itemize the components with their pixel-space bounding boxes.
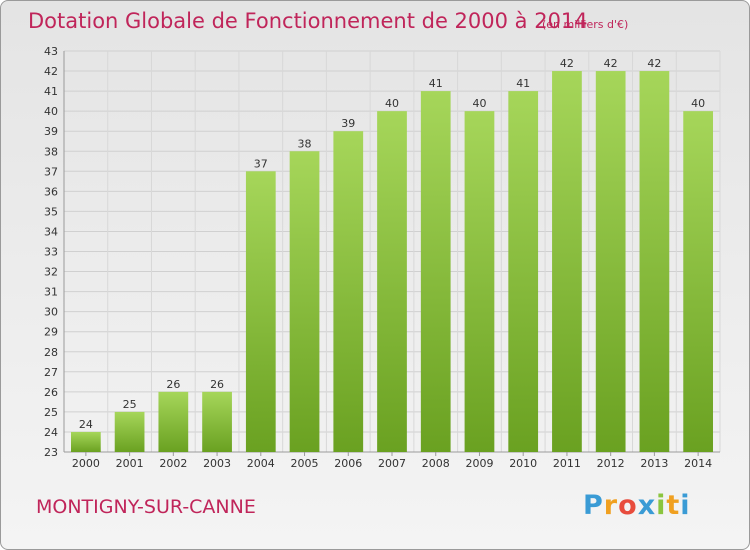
x-tick-label: 2006 <box>334 457 362 470</box>
x-tick-label: 2005 <box>291 457 319 470</box>
x-tick-label: 2007 <box>378 457 406 470</box>
bar-value-label: 25 <box>123 398 137 411</box>
y-tick-label: 31 <box>44 286 58 299</box>
y-tick-label: 23 <box>44 446 58 459</box>
y-tick-label: 42 <box>44 65 58 78</box>
y-tick-label: 25 <box>44 406 58 419</box>
y-tick-label: 36 <box>44 185 58 198</box>
x-tick-label: 2000 <box>72 457 100 470</box>
bar-value-label: 42 <box>604 57 618 70</box>
bar-2003 <box>202 391 232 452</box>
chart-unit: (en milliers d'€) <box>542 18 629 31</box>
y-tick-label: 38 <box>44 145 58 158</box>
bar-2001 <box>114 411 145 452</box>
x-tick-label: 2014 <box>684 457 712 470</box>
y-tick-label: 41 <box>44 85 58 98</box>
y-tick-label: 28 <box>44 346 58 359</box>
bar-value-label: 40 <box>691 97 705 110</box>
x-tick-label: 2011 <box>553 457 581 470</box>
bar-2007 <box>377 111 407 453</box>
x-tick-label: 2013 <box>640 457 668 470</box>
bar-layer: 24 25 26 26 37 38 39 40 41 40 41 42 42 42 40 <box>70 57 714 453</box>
x-tick-label: 2009 <box>465 457 493 470</box>
y-tick-label: 37 <box>44 165 58 178</box>
x-tick-label: 2001 <box>116 457 144 470</box>
x-tick-label: 2003 <box>203 457 231 470</box>
bar-value-label: 37 <box>254 157 268 170</box>
y-tick-label: 26 <box>44 386 58 399</box>
bar-2009 <box>464 111 495 453</box>
bar-value-label: 42 <box>560 57 574 70</box>
y-tick-label: 32 <box>44 266 58 279</box>
x-tick-label: 2010 <box>509 457 537 470</box>
city-name: MONTIGNY-SUR-CANNE <box>36 496 256 518</box>
bar-2013 <box>639 71 670 453</box>
logo-letter: o <box>618 490 638 521</box>
bar-value-label: 42 <box>647 57 661 70</box>
bar-2005 <box>289 151 320 452</box>
logo-letter: r <box>603 490 619 521</box>
y-tick-label: 27 <box>44 366 58 379</box>
bar-value-label: 40 <box>385 97 399 110</box>
bar-2010 <box>508 91 539 452</box>
y-tick-label: 39 <box>44 125 58 138</box>
bar-value-label: 41 <box>516 77 530 90</box>
x-tick-label: 2002 <box>159 457 187 470</box>
bar-value-label: 24 <box>79 418 93 431</box>
bar-2014 <box>683 111 714 453</box>
bar-2000 <box>70 431 101 452</box>
bar-value-label: 38 <box>298 137 312 150</box>
x-tick-label: 2004 <box>247 457 275 470</box>
proxiti-logo: Proxiti <box>583 490 691 521</box>
y-tick-label: 33 <box>44 246 58 259</box>
bar-2002 <box>158 391 189 452</box>
logo-letter: i <box>656 490 667 521</box>
x-tick-label: 2012 <box>597 457 625 470</box>
y-tick-label: 30 <box>44 306 58 319</box>
y-tick-label: 29 <box>44 326 58 339</box>
bar-value-label: 40 <box>472 97 486 110</box>
logo-letter: x <box>637 490 657 521</box>
bar-2008 <box>420 91 451 452</box>
chart-title: Dotation Globale de Fonctionnement de 20… <box>28 9 588 33</box>
bar-value-label: 41 <box>429 77 443 90</box>
logo-letter: t <box>666 490 681 521</box>
y-tick-label: 35 <box>44 205 58 218</box>
y-tick-label: 40 <box>44 105 58 118</box>
bar-2006 <box>333 131 364 452</box>
bar-2011 <box>552 71 582 453</box>
bar-2004 <box>245 171 276 453</box>
bar-value-label: 26 <box>210 378 224 391</box>
x-tick-label: 2008 <box>422 457 450 470</box>
bar-value-label: 26 <box>166 378 180 391</box>
y-tick-label: 43 <box>44 45 58 58</box>
y-tick-label: 34 <box>44 225 58 238</box>
y-tick-label: 24 <box>44 426 58 439</box>
logo-letter: i <box>680 490 691 521</box>
bar-2012 <box>595 71 626 453</box>
logo-letter: P <box>583 490 604 521</box>
bar-value-label: 39 <box>341 117 355 130</box>
